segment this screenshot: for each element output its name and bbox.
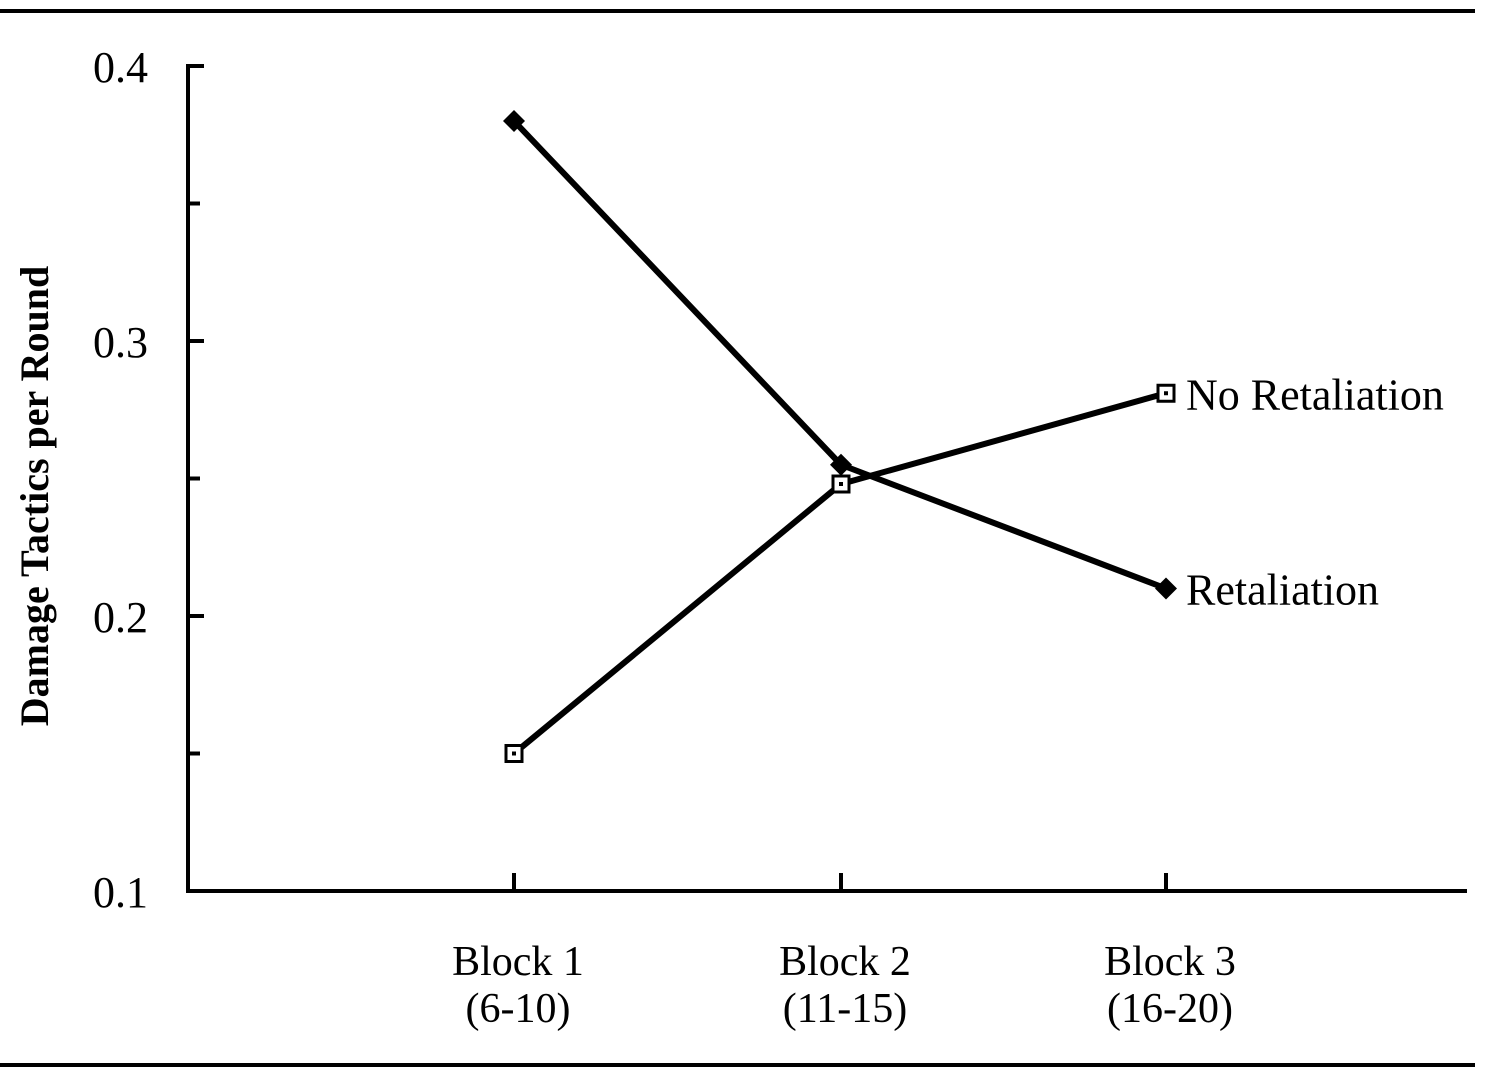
- y-axis: 0.1 0.2 0.3 0.4: [93, 43, 204, 917]
- series-no-retaliation: No Retaliation: [504, 370, 1444, 763]
- series-label: No Retaliation: [1186, 370, 1444, 419]
- y-axis-label: Damage Tactics per Round: [12, 266, 57, 726]
- x-tick-sublabel: (16-20): [1107, 986, 1233, 1032]
- data-point: [503, 110, 525, 132]
- series-line: [511, 118, 1168, 592]
- y-tick-label: 0.4: [93, 43, 148, 92]
- series-label: Retaliation: [1186, 566, 1379, 615]
- data-point: [1155, 577, 1177, 600]
- data-point-center: [1164, 391, 1168, 396]
- y-tick-label: 0.3: [93, 318, 148, 367]
- x-ticks: Block 1(6-10) Block 2(11-15) Block 3(16-20…: [452, 873, 1236, 1032]
- y-ticks: 0.1 0.2 0.3 0.4: [93, 43, 204, 917]
- x-tick-sublabel: (11-15): [783, 986, 907, 1032]
- data-point-center: [839, 482, 843, 486]
- x-tick-sublabel: (6-10): [466, 986, 571, 1032]
- x-axis: Block 1(6-10) Block 2(11-15) Block 3(16-20…: [186, 873, 1467, 1032]
- x-tick-label: Block 3: [1104, 939, 1236, 985]
- x-tick-label: Block 2: [779, 939, 911, 985]
- x-tick-label: Block 1: [452, 939, 584, 985]
- data-point: [830, 453, 852, 476]
- y-tick-label: 0.2: [93, 593, 148, 642]
- data-point-center: [512, 751, 516, 756]
- series-layer: No Retaliation Retaliation: [503, 110, 1444, 763]
- series-line: [512, 390, 1167, 756]
- series-retaliation: Retaliation: [503, 110, 1379, 615]
- y-tick-label: 0.1: [93, 868, 148, 917]
